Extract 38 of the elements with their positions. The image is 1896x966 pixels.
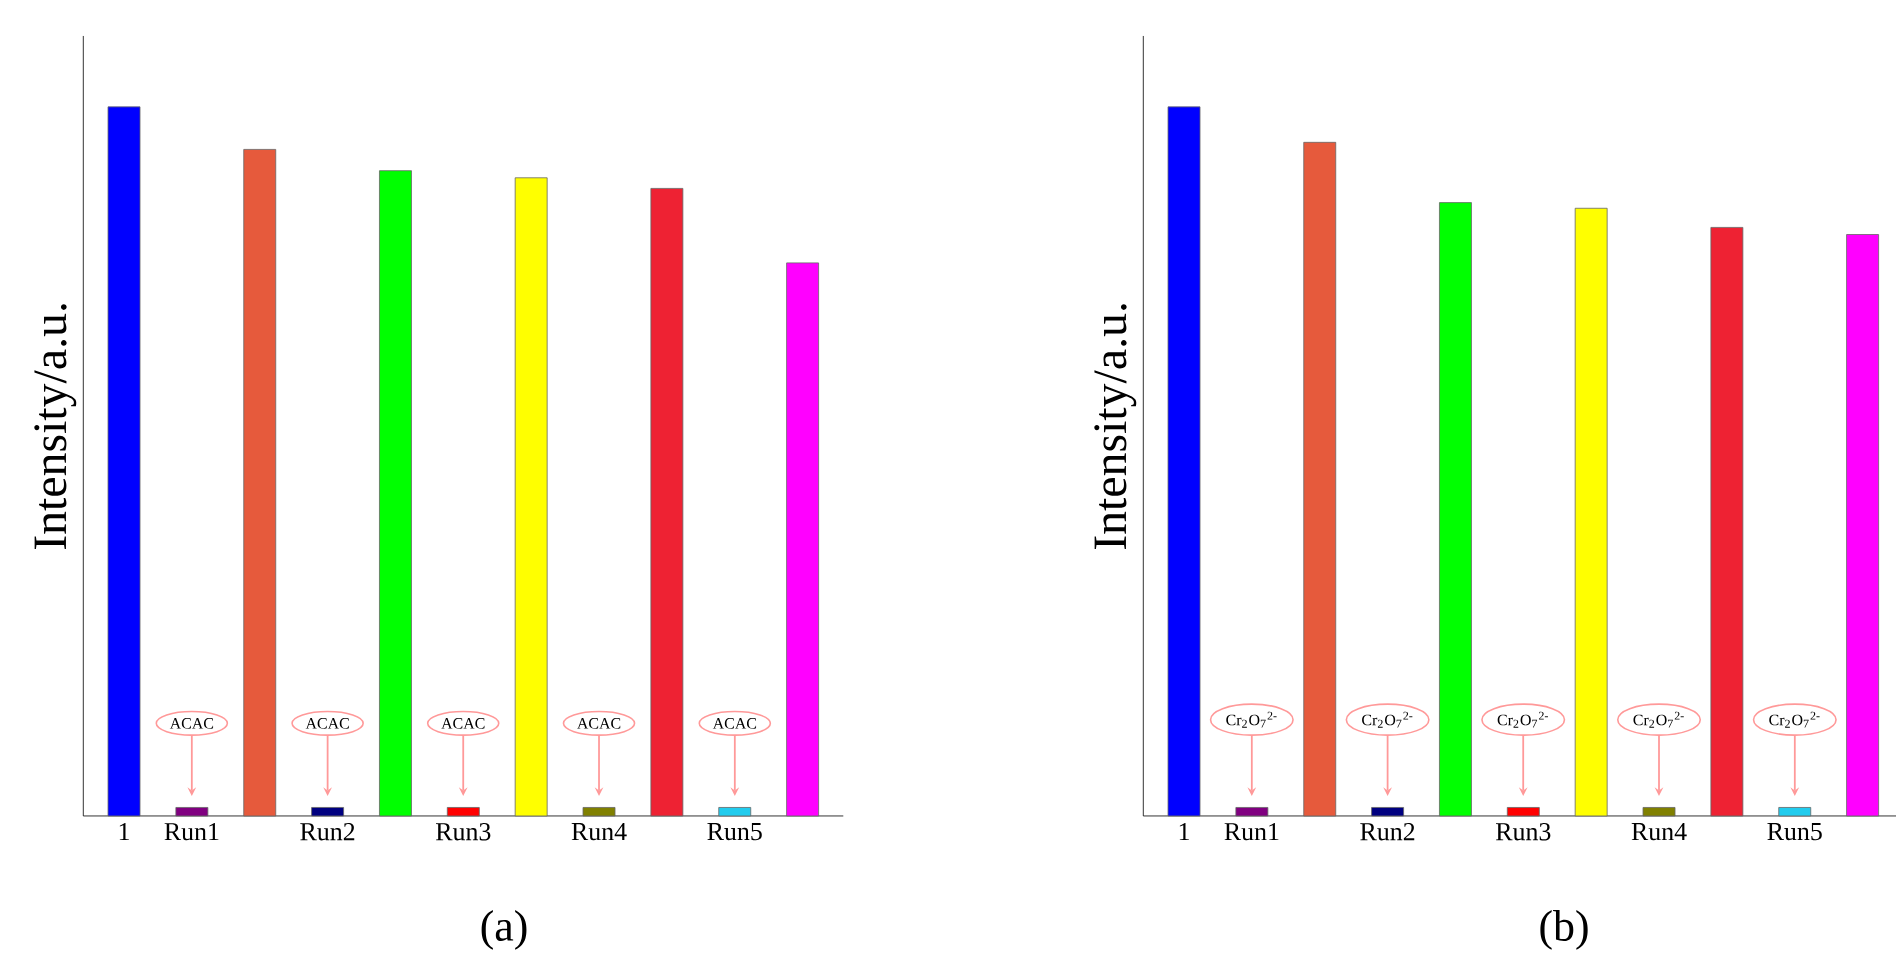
text: (a) [481, 910, 527, 950]
bar [1574, 207, 1608, 817]
x-tick-label: Run2 [1360, 823, 1415, 841]
x-tick-label: Run1 [1224, 823, 1279, 841]
x-tick-label: Run3 [435, 823, 491, 841]
x-tick-label: Run4 [1631, 823, 1687, 841]
bar [582, 807, 616, 817]
x-tick-label: 1 [119, 823, 129, 841]
bar [107, 106, 141, 817]
bar [446, 807, 480, 817]
y-axis-title: Intensity/a.u. [1094, 304, 1137, 550]
x-tick-label: Run2 [300, 823, 355, 841]
x-tick-label: Run5 [1767, 823, 1822, 841]
x-tick-label: Run4 [571, 823, 627, 841]
x-tick-label: Run5 [707, 823, 762, 841]
bar [650, 188, 684, 817]
bar [514, 177, 548, 817]
bar [379, 170, 412, 817]
bar [1642, 807, 1676, 817]
bar [311, 807, 344, 817]
bar [1778, 807, 1812, 817]
bar [1167, 106, 1201, 817]
x-tick-label: Run1 [164, 823, 219, 841]
bar [1235, 807, 1269, 817]
bar [175, 807, 209, 817]
x-tick-label: Run3 [1495, 823, 1551, 841]
bar [1846, 234, 1879, 817]
x-tick-label: 1 [1179, 823, 1189, 841]
bar [1303, 141, 1337, 817]
bar [1371, 807, 1404, 817]
bar [243, 149, 277, 817]
bar [1710, 227, 1744, 817]
bar [1506, 807, 1540, 817]
bar [718, 807, 752, 817]
text: (b) [1540, 910, 1588, 950]
y-axis-title: Intensity/a.u. [34, 304, 77, 550]
bar [1439, 202, 1472, 817]
bar [786, 262, 819, 817]
